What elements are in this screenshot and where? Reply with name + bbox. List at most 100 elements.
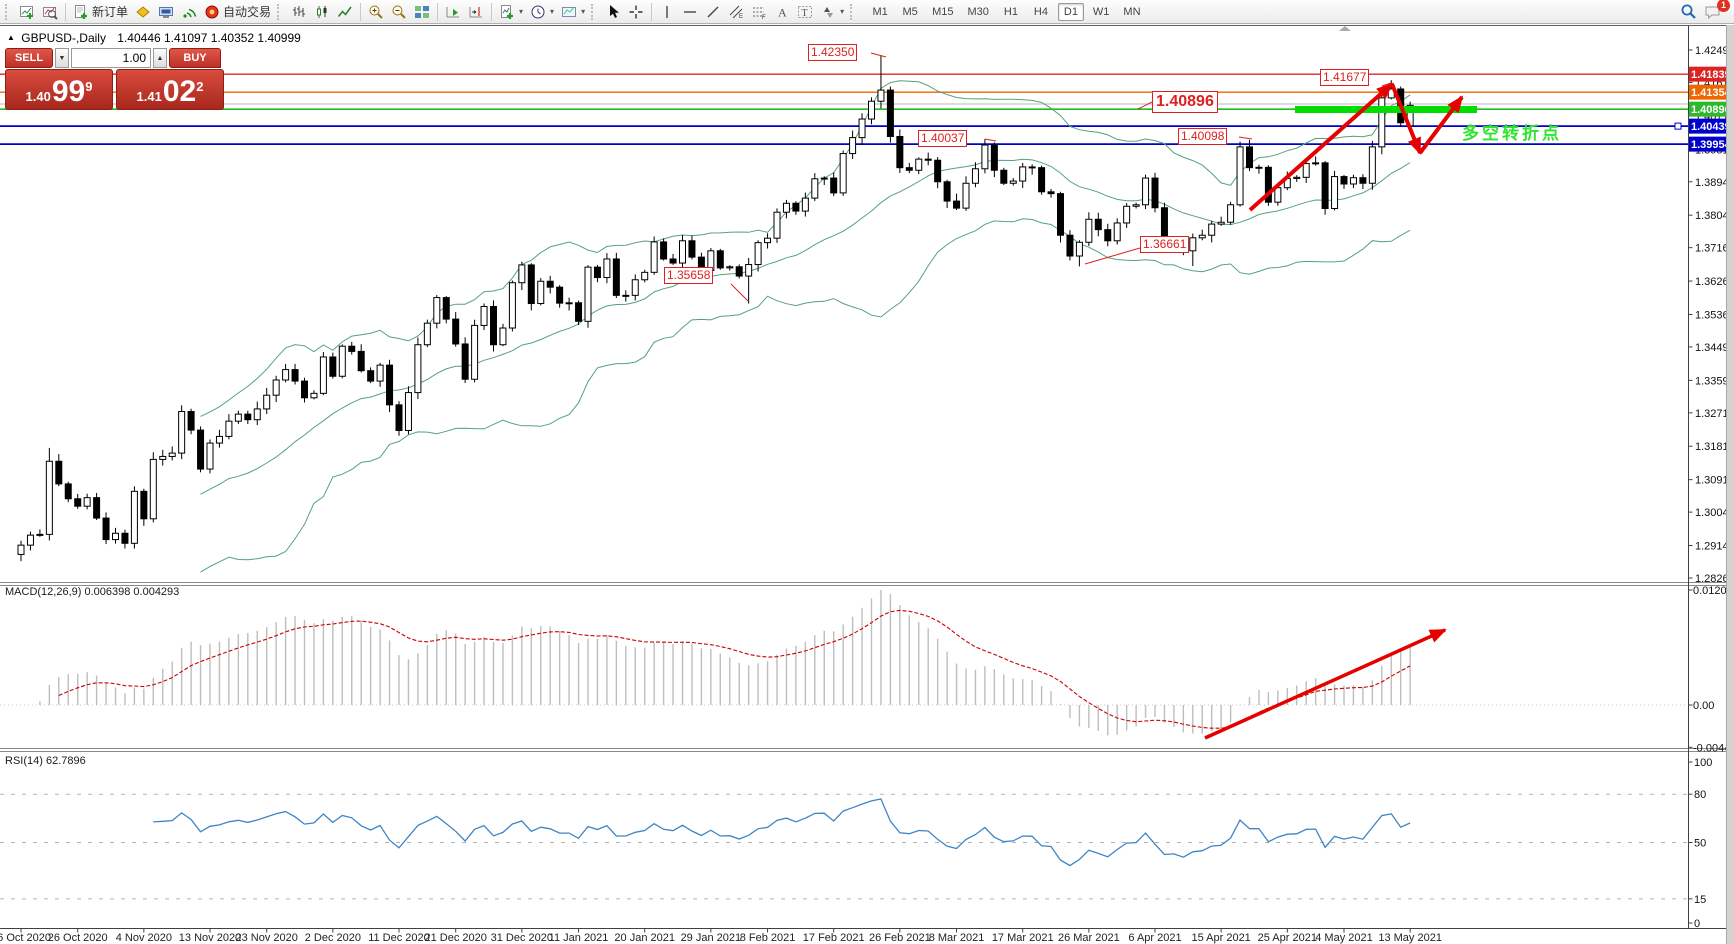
- candle: [1009, 180, 1017, 184]
- toolbar-grip[interactable]: [277, 3, 283, 20]
- axis-price-badge: [1689, 101, 1733, 117]
- macd-tick: 0.00: [1693, 700, 1714, 712]
- volume-increase-button[interactable]: ▲: [153, 48, 167, 68]
- rsi-tick: 0: [1694, 918, 1700, 930]
- candle: [1236, 146, 1244, 206]
- price-tick: 1.38040: [1695, 210, 1734, 222]
- volume-input[interactable]: [71, 48, 151, 68]
- price-callout-label[interactable]: 1.40896: [1152, 91, 1218, 113]
- notifications-button[interactable]: 1: [1701, 0, 1730, 22]
- candle: [537, 280, 545, 305]
- candle: [811, 178, 819, 199]
- vertical-line-button[interactable]: [656, 2, 678, 22]
- line-selection-handle[interactable]: [1674, 122, 1682, 130]
- chart-frame: [0, 25, 1734, 929]
- timeframe-button-H1[interactable]: H1: [998, 3, 1024, 21]
- toolbar-grip[interactable]: [591, 3, 597, 20]
- price-callout-label[interactable]: 1.42350: [808, 44, 858, 61]
- bar-chart-button[interactable]: [288, 2, 310, 22]
- line-chart-button[interactable]: [334, 2, 356, 22]
- history-center-button[interactable]: [132, 2, 154, 22]
- buy-button[interactable]: BUY: [169, 48, 221, 68]
- callout-pointer: [1381, 82, 1392, 87]
- search-button[interactable]: [1677, 2, 1700, 22]
- trendline-button[interactable]: [702, 2, 724, 22]
- toolbar-grip[interactable]: [5, 3, 11, 20]
- text-label-button[interactable]: T: [794, 2, 816, 22]
- candle: [272, 379, 280, 396]
- sell-button[interactable]: SELL: [5, 48, 53, 68]
- candle: [395, 404, 403, 431]
- toolbar-separator: [651, 2, 653, 21]
- volume-decrease-button[interactable]: ▼: [55, 48, 69, 68]
- autotrading-button[interactable]: 自动交易: [201, 2, 274, 22]
- timeframe-button-M1[interactable]: M1: [867, 3, 893, 21]
- candle: [1368, 146, 1376, 184]
- equidistant-channel-button[interactable]: E: [725, 2, 747, 22]
- trend-arrow-object[interactable]: [1248, 82, 1394, 212]
- candle: [1094, 218, 1102, 231]
- candle: [631, 279, 639, 296]
- price-callout-label[interactable]: 1.40098: [1178, 128, 1228, 145]
- one-click-collapse-arrow[interactable]: ▲: [7, 33, 15, 42]
- price-callout-label[interactable]: 1.36661: [1140, 236, 1190, 253]
- timeframe-button-MN[interactable]: MN: [1118, 3, 1145, 21]
- trend-arrow-object[interactable]: [1418, 95, 1464, 155]
- right-scroll-strip[interactable]: [1726, 25, 1734, 944]
- candle: [953, 200, 961, 209]
- fibonacci-button[interactable]: F: [748, 2, 770, 22]
- arrows-button[interactable]: ▾: [817, 2, 847, 22]
- candle: [1123, 205, 1131, 224]
- cursor-button[interactable]: [602, 2, 624, 22]
- text-button[interactable]: A: [771, 2, 793, 22]
- trend-arrow-object[interactable]: [1390, 83, 1422, 155]
- toolbar-grip[interactable]: [850, 3, 856, 20]
- buy-price-small: 1.41: [136, 89, 162, 104]
- candle: [140, 490, 148, 520]
- candle: [404, 392, 412, 431]
- zoom-in-button[interactable]: [365, 2, 387, 22]
- support-zone-bar[interactable]: [1295, 106, 1477, 113]
- candle: [1189, 237, 1197, 252]
- new-order-button[interactable]: 新订单: [70, 2, 131, 22]
- axis-badge-text: 1.41354: [1691, 87, 1732, 99]
- arrows-icon: [824, 6, 834, 18]
- profiles-button[interactable]: [39, 2, 61, 22]
- text-annotation[interactable]: 多空转折点: [1462, 124, 1562, 143]
- date-tick: 17 Mar 2021: [992, 932, 1054, 944]
- buy-price-box[interactable]: 1.41 02 2: [116, 69, 224, 110]
- price-axis[interactable]: 1.424901.416151.407151.398151.389401.380…: [1674, 45, 1734, 930]
- timeframe-button-H4[interactable]: H4: [1028, 3, 1054, 21]
- buy-price-big: 02: [162, 75, 197, 108]
- timeframe-button-D1[interactable]: D1: [1057, 2, 1084, 21]
- new-chart-button[interactable]: [16, 2, 38, 22]
- signals-button[interactable]: [178, 2, 200, 22]
- price-callout-label[interactable]: 1.41677: [1320, 69, 1370, 86]
- date-tick: 11 Jan 2021: [549, 932, 609, 944]
- one-click-trading-panel: SELL ▼ ▲ BUY 1.40 99 9 1.41 02 2: [5, 48, 224, 110]
- auto-scroll-button[interactable]: [442, 2, 464, 22]
- price-callout-label[interactable]: 1.35658: [664, 267, 714, 284]
- periods-button[interactable]: ▾: [527, 2, 557, 22]
- tile-windows-button[interactable]: [411, 2, 433, 22]
- timeframe-button-W1[interactable]: W1: [1088, 3, 1115, 21]
- chart-shift-button[interactable]: [465, 2, 487, 22]
- horizontal-line-button[interactable]: [679, 2, 701, 22]
- timeframe-button-M30[interactable]: M30: [963, 3, 994, 21]
- macd-trend-arrow[interactable]: [1204, 628, 1447, 740]
- terminal-button[interactable]: [155, 2, 177, 22]
- zoom-out-button[interactable]: [388, 2, 410, 22]
- sell-price-box[interactable]: 1.40 99 9: [5, 69, 113, 110]
- price-callout-label[interactable]: 1.40037: [918, 130, 968, 147]
- candle: [801, 197, 809, 212]
- rsi-line: [153, 798, 1411, 867]
- candlestick-chart-button[interactable]: [311, 2, 333, 22]
- crosshair-button[interactable]: [625, 2, 647, 22]
- indicators-button[interactable]: ▾: [496, 2, 526, 22]
- timeframe-button-M15[interactable]: M15: [927, 3, 958, 21]
- timeframe-button-M5[interactable]: M5: [897, 3, 923, 21]
- line-chart-icon: [337, 6, 352, 17]
- templates-button[interactable]: ▾: [558, 2, 588, 22]
